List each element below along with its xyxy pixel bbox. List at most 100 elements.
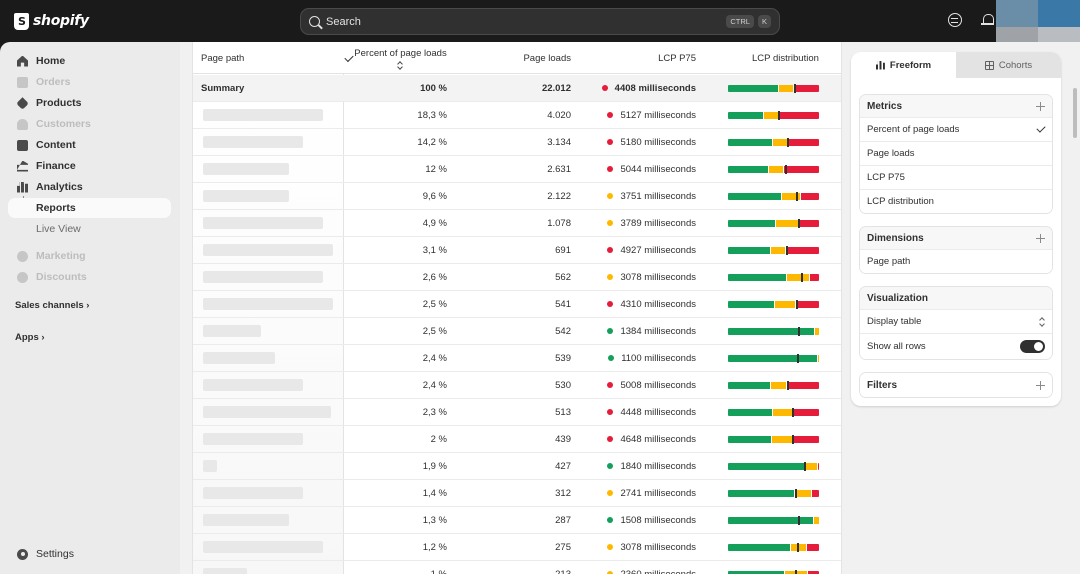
sidebar-item-label: Reports	[36, 202, 76, 214]
dist-segment-good	[728, 490, 794, 497]
table-row[interactable]: 9,6 % 2.122 3751 milliseconds	[193, 183, 841, 210]
table-row[interactable]: 1,9 % 427 1840 milliseconds	[193, 453, 841, 480]
scrollbar[interactable]	[1073, 88, 1077, 138]
table-row[interactable]: 2,5 % 542 1384 milliseconds	[193, 318, 841, 345]
sales-channels-heading[interactable]: Sales channels ›	[15, 300, 89, 311]
table-row[interactable]: 14,2 % 3.134 5180 milliseconds	[193, 129, 841, 156]
header-lcp-p75[interactable]: LCP P75	[588, 42, 696, 74]
table-row[interactable]: 3,1 % 691 4927 milliseconds	[193, 237, 841, 264]
table-row[interactable]: 2,4 % 539 1100 milliseconds	[193, 345, 841, 372]
dist-segment-poor	[810, 274, 819, 281]
header-page-loads[interactable]: Page loads	[463, 42, 571, 74]
table-row[interactable]: 1,2 % 275 3078 milliseconds	[193, 534, 841, 561]
table-row[interactable]: 12 % 2.631 5044 milliseconds	[193, 156, 841, 183]
tab-label: Freeform	[889, 59, 932, 71]
dimension-item[interactable]: Page path	[860, 249, 1052, 273]
status-dot	[607, 328, 614, 334]
tab-freeform[interactable]: Freeform	[851, 52, 956, 78]
cell-page-loads: 22.012	[463, 75, 571, 101]
sidebar-item-label: Finance	[36, 160, 76, 172]
percent-value: 12 %	[425, 163, 447, 175]
header-page-path[interactable]: Page path	[201, 42, 341, 74]
cell-percent: 1,9 %	[343, 453, 447, 479]
display-select[interactable]: Display table	[860, 309, 1052, 333]
tab-cohorts[interactable]: Cohorts	[956, 52, 1061, 78]
sidebar-item-live-view[interactable]: Live View	[8, 219, 171, 239]
table-row[interactable]: 2 % 439 4648 milliseconds	[193, 426, 841, 453]
add-dimension-icon[interactable]	[1036, 233, 1045, 243]
table-row[interactable]: 1,3 % 287 1508 milliseconds	[193, 507, 841, 534]
bar-chart-icon	[875, 60, 885, 70]
redacted-page-path	[203, 568, 247, 574]
metric-item[interactable]: Page loads	[860, 141, 1052, 165]
table-row[interactable]: 2,3 % 513 4448 milliseconds	[193, 399, 841, 426]
lcp-value: 2741 milliseconds	[620, 487, 696, 499]
sidebar-item-content[interactable]: Content	[8, 135, 171, 155]
add-metric-icon[interactable]	[1036, 101, 1045, 111]
search-bar[interactable]: Search CTRL K	[300, 8, 780, 35]
filters-header[interactable]: Filters	[860, 373, 1052, 397]
sidebar-item-discounts[interactable]: Discounts	[8, 267, 171, 287]
dist-segment-good	[728, 328, 814, 335]
cell-page-loads: 513	[463, 399, 571, 425]
add-filter-icon[interactable]	[1036, 380, 1045, 390]
dist-segment-poor	[786, 247, 819, 254]
sidebar-item-orders[interactable]: Orders	[8, 72, 171, 92]
p75-marker	[801, 273, 803, 282]
percent-value: 2,5 %	[422, 298, 447, 310]
table-row[interactable]: 2,5 % 541 4310 milliseconds	[193, 291, 841, 318]
table-row[interactable]: 18,3 % 4.020 5127 milliseconds	[193, 102, 841, 129]
cell-lcp: 3078 milliseconds	[588, 534, 696, 560]
lcp-distribution-bar	[728, 111, 819, 120]
sidebar-item-finance[interactable]: Finance	[8, 156, 171, 176]
p75-marker	[796, 192, 798, 201]
dist-segment-good	[728, 274, 786, 281]
discount-icon	[17, 271, 28, 283]
bell-icon[interactable]	[981, 13, 995, 27]
lcp-distribution-bar	[728, 246, 819, 255]
lcp-value: 4448 milliseconds	[620, 406, 696, 418]
dist-segment-moderate	[791, 544, 806, 551]
cell-lcp: 5127 milliseconds	[588, 102, 696, 128]
sidebar-item-settings[interactable]: Settings	[8, 544, 171, 564]
show-all-rows-toggle[interactable]	[1020, 340, 1045, 353]
cell-lcp: 1840 milliseconds	[588, 453, 696, 479]
header-percent[interactable]: Percent of page loads	[343, 42, 458, 74]
percent-value: 2,3 %	[422, 406, 447, 418]
loads-value: 3.134	[547, 136, 571, 148]
cell-lcp: 5180 milliseconds	[588, 129, 696, 155]
table-row[interactable]: 1,4 % 312 2741 milliseconds	[193, 480, 841, 507]
table-row[interactable]: 4,9 % 1.078 3789 milliseconds	[193, 210, 841, 237]
redacted-page-path	[203, 109, 323, 121]
p75-marker	[804, 462, 806, 471]
sidebar-item-customers[interactable]: Customers	[8, 114, 171, 134]
sidebar-item-marketing[interactable]: Marketing	[8, 246, 171, 266]
status-dot	[607, 274, 614, 280]
redacted-page-path	[203, 487, 303, 499]
metric-item[interactable]: LCP P75	[860, 165, 1052, 189]
filters-title: Filters	[867, 379, 898, 391]
dist-segment-good	[728, 112, 763, 119]
percent-value: 2 %	[430, 433, 447, 445]
header-lcp-distribution[interactable]: LCP distribution	[752, 42, 841, 74]
sidebar-item-analytics[interactable]: Analytics	[8, 177, 171, 197]
store-icon[interactable]	[948, 13, 962, 27]
table-row[interactable]: 2,4 % 530 5008 milliseconds	[193, 372, 841, 399]
table-row[interactable]: 2,6 % 562 3078 milliseconds	[193, 264, 841, 291]
lcp-value: 3789 milliseconds	[620, 217, 696, 229]
dist-segment-moderate	[771, 382, 786, 389]
apps-heading[interactable]: Apps ›	[15, 332, 45, 343]
metric-item[interactable]: LCP distribution	[860, 189, 1052, 213]
metric-item[interactable]: Percent of page loads	[860, 117, 1052, 141]
sidebar-item-reports[interactable]: Reports	[8, 198, 171, 218]
table-row[interactable]: 1 % 213 2360 milliseconds	[193, 561, 841, 574]
tag-icon	[16, 96, 29, 110]
metrics-title: Metrics	[867, 100, 903, 112]
summary-row[interactable]: Summary 100 % 22.012 4408 milliseconds	[193, 75, 841, 102]
sort-icon[interactable]	[397, 61, 404, 70]
status-dot	[607, 247, 614, 253]
lcp-value: 1384 milliseconds	[620, 325, 696, 337]
sidebar-item-home[interactable]: Home	[8, 51, 171, 71]
sidebar-item-products[interactable]: Products	[8, 93, 171, 113]
shopify-logo[interactable]: shopify	[14, 12, 89, 30]
